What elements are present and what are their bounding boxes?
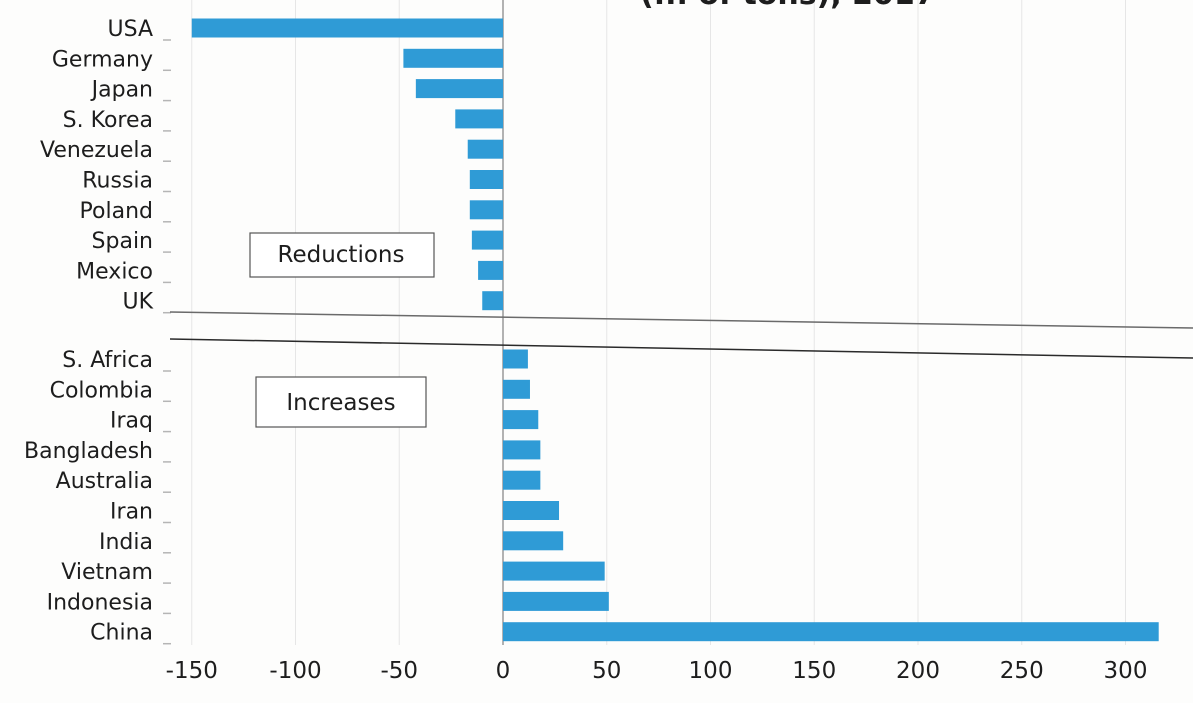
bar-indonesia [503, 591, 609, 611]
category-label: Russia [82, 169, 153, 194]
bar-s-africa [503, 349, 528, 369]
x-tick-label: 150 [792, 658, 836, 684]
category-label: India [99, 530, 153, 555]
bar-venezuela [467, 139, 503, 159]
x-tick-label: -50 [380, 658, 418, 684]
x-tick-label: 300 [1104, 658, 1148, 684]
bar-india [503, 531, 564, 551]
x-tick-label: -100 [269, 658, 321, 684]
category-label: Venezuela [40, 138, 153, 163]
bar-germany [403, 48, 503, 68]
category-label: Vietnam [61, 560, 153, 585]
bar-s-korea [455, 109, 503, 129]
reductions-box-label: Reductions [278, 242, 405, 268]
bar-australia [503, 470, 541, 490]
increases-box: Increases [255, 376, 427, 428]
reductions-box: Reductions [249, 232, 435, 278]
category-labels: USA Germany Japan S. Korea Venezuela Russia Po… [24, 17, 171, 646]
category-label: Spain [92, 229, 153, 254]
bar-mexico [478, 260, 503, 280]
bar-iran [503, 501, 560, 520]
category-label: UK [122, 290, 153, 315]
bar-vietnam [503, 561, 605, 581]
category-label: Indonesia [47, 590, 153, 615]
category-label: Mexico [76, 259, 153, 284]
x-tick-label: 200 [896, 658, 940, 684]
bar-usa [191, 18, 503, 38]
bars [191, 18, 1159, 642]
category-label: Iraq [110, 409, 153, 434]
bar-iraq [503, 410, 539, 430]
category-label: Colombia [50, 378, 153, 403]
x-tick-label: 0 [496, 658, 511, 684]
bar-spain [471, 230, 503, 250]
chart-title-fragment: (... of tons), 2017 [640, 0, 936, 12]
bar-japan [415, 79, 503, 99]
category-label: S. Africa [62, 348, 153, 373]
x-tick-label: -150 [166, 658, 218, 684]
x-tick-label: 250 [1000, 658, 1044, 684]
category-label: Australia [56, 469, 153, 494]
x-tick-label: 50 [592, 658, 621, 684]
category-label: China [90, 621, 153, 646]
increases-box-frame [255, 376, 427, 428]
reductions-box-frame [249, 232, 435, 278]
category-label: Japan [90, 78, 153, 103]
category-label: Bangladesh [24, 439, 153, 464]
group-dividers-and-boxes: Reductions Increases [169, 232, 1193, 428]
x-tick-label: 100 [689, 658, 733, 684]
bar-china [503, 622, 1159, 642]
increases-box-label: Increases [286, 390, 395, 416]
category-label: Iran [110, 500, 153, 525]
group-divider-top [169, 311, 1193, 329]
category-label: Germany [52, 47, 153, 72]
x-axis-ticks: -150 -100 -50 0 50 100 150 200 250 300 [166, 658, 1148, 684]
gridlines [191, 0, 1126, 645]
bar-uk [482, 291, 503, 311]
bar-russia [469, 170, 503, 189]
bar-colombia [503, 379, 530, 399]
category-label: Poland [80, 199, 153, 224]
bar-poland [469, 200, 503, 220]
group-divider-bottom [169, 338, 1193, 359]
bar-bangladesh [503, 440, 541, 460]
category-label: USA [107, 17, 153, 42]
category-label: S. Korea [63, 108, 153, 133]
